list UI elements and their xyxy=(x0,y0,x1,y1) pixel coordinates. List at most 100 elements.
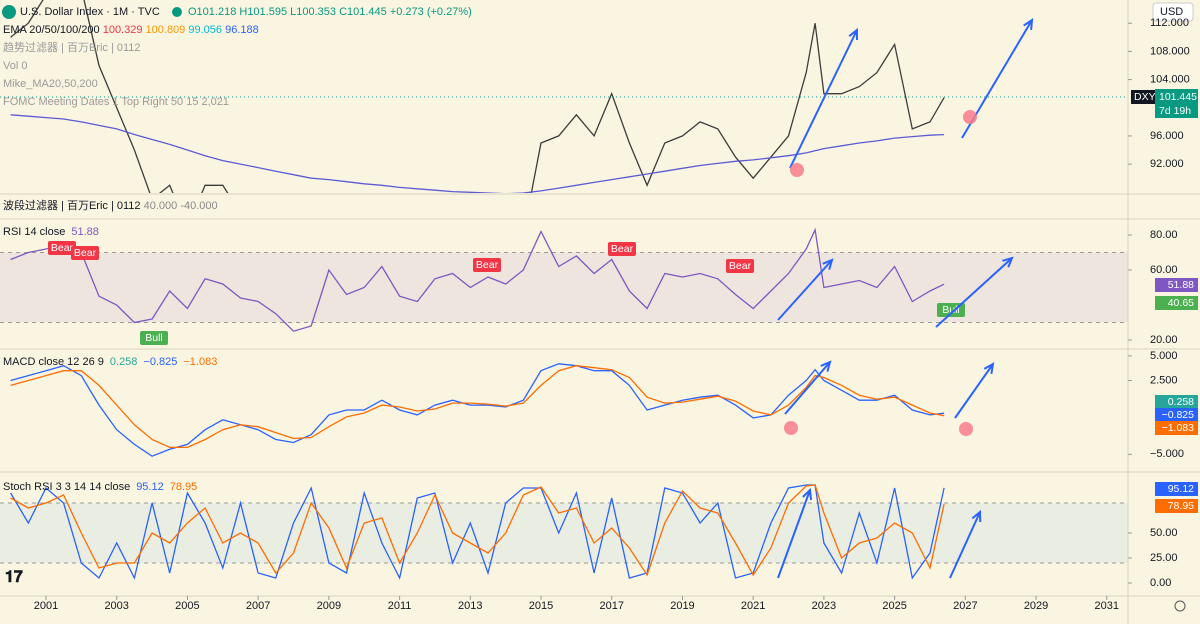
trend-arrow xyxy=(954,363,994,419)
y-tick-label: 108.000 xyxy=(1150,45,1190,57)
value-badge xyxy=(1155,296,1198,310)
value-badge-text: 78.95 xyxy=(1168,500,1194,512)
currency[interactable]: USD xyxy=(1160,6,1183,18)
legend-value: 95.12 xyxy=(136,481,164,493)
value-badge-text: −1.083 xyxy=(1162,422,1195,434)
indicator-label: FOMC Meeting Dates 1 Top Right 50 15 2,0… xyxy=(3,96,229,108)
marker-circle xyxy=(963,110,977,124)
x-tick-label: 2021 xyxy=(741,600,765,612)
arrow-head xyxy=(820,360,832,372)
marker-circle xyxy=(784,421,798,435)
ema-label: EMA 20/50/100/200 xyxy=(3,24,100,36)
value-badge-text: 95.12 xyxy=(1168,483,1194,495)
x-tick-label: 2031 xyxy=(1095,600,1119,612)
y-tick-label: 80.00 xyxy=(1150,229,1178,241)
annotation: Bull xyxy=(145,332,163,344)
series-line xyxy=(10,0,945,193)
ema-legend: EMA 20/50/100/200 100.329 100.809 99.056… xyxy=(3,24,259,36)
annotation: Bear xyxy=(611,243,634,255)
x-tick-label: 2015 xyxy=(529,600,553,612)
value-badge xyxy=(1155,499,1198,513)
currency-button[interactable] xyxy=(1152,2,1194,22)
x-tick-label: 2023 xyxy=(812,600,836,612)
y-tick-label: 104.000 xyxy=(1150,74,1190,86)
y-tick-label: 60.00 xyxy=(1150,264,1178,276)
y-tick-label: 92.000 xyxy=(1150,158,1184,170)
annotation-box xyxy=(71,246,99,260)
value-badge-text: 40.65 xyxy=(1168,297,1194,309)
marker-circle xyxy=(790,163,804,177)
y-tick-label: 0.00 xyxy=(1150,577,1171,589)
series-line xyxy=(10,363,945,457)
value-badge xyxy=(1155,395,1198,409)
x-tick-label: 2017 xyxy=(599,600,623,612)
symbol-badge-text: DXY xyxy=(1134,91,1156,103)
annotation: Bear xyxy=(729,260,752,272)
trend-arrow xyxy=(777,489,811,579)
legend-value: 0.258 xyxy=(110,356,138,368)
value-badge xyxy=(1155,482,1198,496)
value-badge xyxy=(1155,421,1198,435)
x-tick-label: 2009 xyxy=(317,600,341,612)
indicator-label: Mike_MA20,50,200 xyxy=(3,78,98,90)
panel-legend: MACD close 12 26 9 0.258 −0.825 −1.083 xyxy=(3,356,217,368)
trend-arrow xyxy=(949,511,981,579)
y-tick-label: 25.00 xyxy=(1150,552,1178,564)
ohlc: O101.218 H101.595 L100.353 C101.445 +0.2… xyxy=(188,6,472,18)
ema-value: 99.056 xyxy=(188,24,222,36)
arrow-head xyxy=(983,362,995,375)
series-line xyxy=(10,484,945,580)
band-filter-label: 波段过滤器 | 百万Eric | 0112 xyxy=(3,198,141,212)
legend-value: 51.88 xyxy=(71,226,99,238)
arrow-head xyxy=(1002,256,1014,268)
annotation: Bull xyxy=(942,304,960,316)
annotation-box xyxy=(726,259,754,273)
plots xyxy=(0,0,1128,580)
panel-legend: RSI 14 close 51.88 xyxy=(3,226,99,238)
band xyxy=(0,503,1128,563)
legend-value: −0.825 xyxy=(143,356,177,368)
series-line xyxy=(10,227,945,332)
trend-arrow xyxy=(789,29,858,169)
y-tick-label: 96.000 xyxy=(1150,130,1184,142)
symbol-icon xyxy=(2,5,16,19)
value-badge-text: 51.88 xyxy=(1168,279,1194,291)
x-tick-label: 2027 xyxy=(953,600,977,612)
y-tick-label: 5.000 xyxy=(1150,350,1178,362)
band-filter: 波段过滤器 | 百万Eric | 0112 40.000 -40.000 xyxy=(3,198,218,212)
arrow-head xyxy=(848,27,859,41)
price-badge-text: 101.445 xyxy=(1159,91,1197,103)
status-dot xyxy=(172,7,182,17)
symbol-badge xyxy=(1131,90,1155,104)
value-badge xyxy=(1155,408,1198,422)
trend-arrow xyxy=(784,361,831,415)
annotation-box xyxy=(140,331,168,345)
ema-value: 96.188 xyxy=(225,24,259,36)
legend-value: −1.083 xyxy=(183,356,217,368)
countdown: 7d 19h xyxy=(1159,105,1191,117)
x-tick-label: 2013 xyxy=(458,600,482,612)
settings-icon[interactable] xyxy=(1174,600,1186,612)
x-tick-label: 2007 xyxy=(246,600,270,612)
annotation-box xyxy=(48,241,76,255)
x-tick-label: 2005 xyxy=(175,600,199,612)
series-line xyxy=(10,365,945,449)
indicator-label: Vol 0 xyxy=(3,60,27,72)
ema-value: 100.329 xyxy=(103,24,143,36)
annotation: Bear xyxy=(74,247,97,259)
marker-circle xyxy=(959,422,973,436)
band-value: 40.000 xyxy=(144,200,178,212)
annotation: Bear xyxy=(476,259,499,271)
legend-value: 78.95 xyxy=(170,481,198,493)
trend-arrow xyxy=(777,259,833,321)
band-value: -40.000 xyxy=(180,200,217,212)
arrow-head xyxy=(822,258,834,270)
x-tick-label: 2025 xyxy=(882,600,906,612)
x-tick-label: 2029 xyxy=(1024,600,1048,612)
indicator-label: 趋势过滤器 | 百万Eric | 0112 xyxy=(3,41,141,54)
logo: 𝟏𝟕 xyxy=(5,569,23,586)
arrow-head xyxy=(971,509,982,523)
y-tick-label: 2.500 xyxy=(1150,374,1178,386)
y-tick-label: −5.000 xyxy=(1150,448,1184,460)
